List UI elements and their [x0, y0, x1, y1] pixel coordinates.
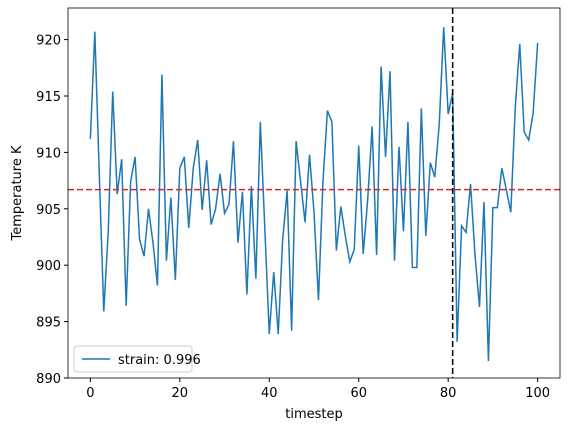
y-axis-label: Temperature K [10, 145, 25, 241]
plot-frame [67, 7, 561, 379]
x-tick-label: 20 [172, 386, 189, 401]
legend: strain: 0.996 [73, 345, 201, 373]
data-line [89, 27, 539, 362]
y-tick-label: 890 [36, 372, 61, 387]
y-tick-label: 915 [36, 90, 61, 105]
x-tick-label: 80 [440, 386, 457, 401]
y-tick-label: 895 [36, 316, 61, 331]
x-tick-label: 60 [350, 386, 367, 401]
y-tick-label: 910 [36, 146, 61, 161]
x-tick-label: 100 [525, 386, 550, 401]
y-tick-label: 900 [36, 259, 61, 274]
x-axis-label: timestep [285, 407, 343, 422]
y-tick-label: 905 [36, 203, 61, 218]
x-tick-label: 40 [261, 386, 278, 401]
legend-box [73, 345, 193, 373]
legend-label: strain: 0.996 [118, 353, 201, 368]
x-tick-label: 0 [86, 386, 94, 401]
y-tick-label: 920 [36, 34, 61, 49]
